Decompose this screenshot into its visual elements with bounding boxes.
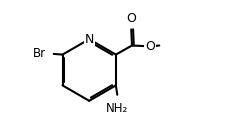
Text: Br: Br (33, 47, 46, 60)
Text: N: N (84, 33, 93, 46)
Text: O: O (145, 40, 154, 53)
Text: NH₂: NH₂ (106, 102, 128, 115)
Text: O: O (126, 12, 136, 25)
